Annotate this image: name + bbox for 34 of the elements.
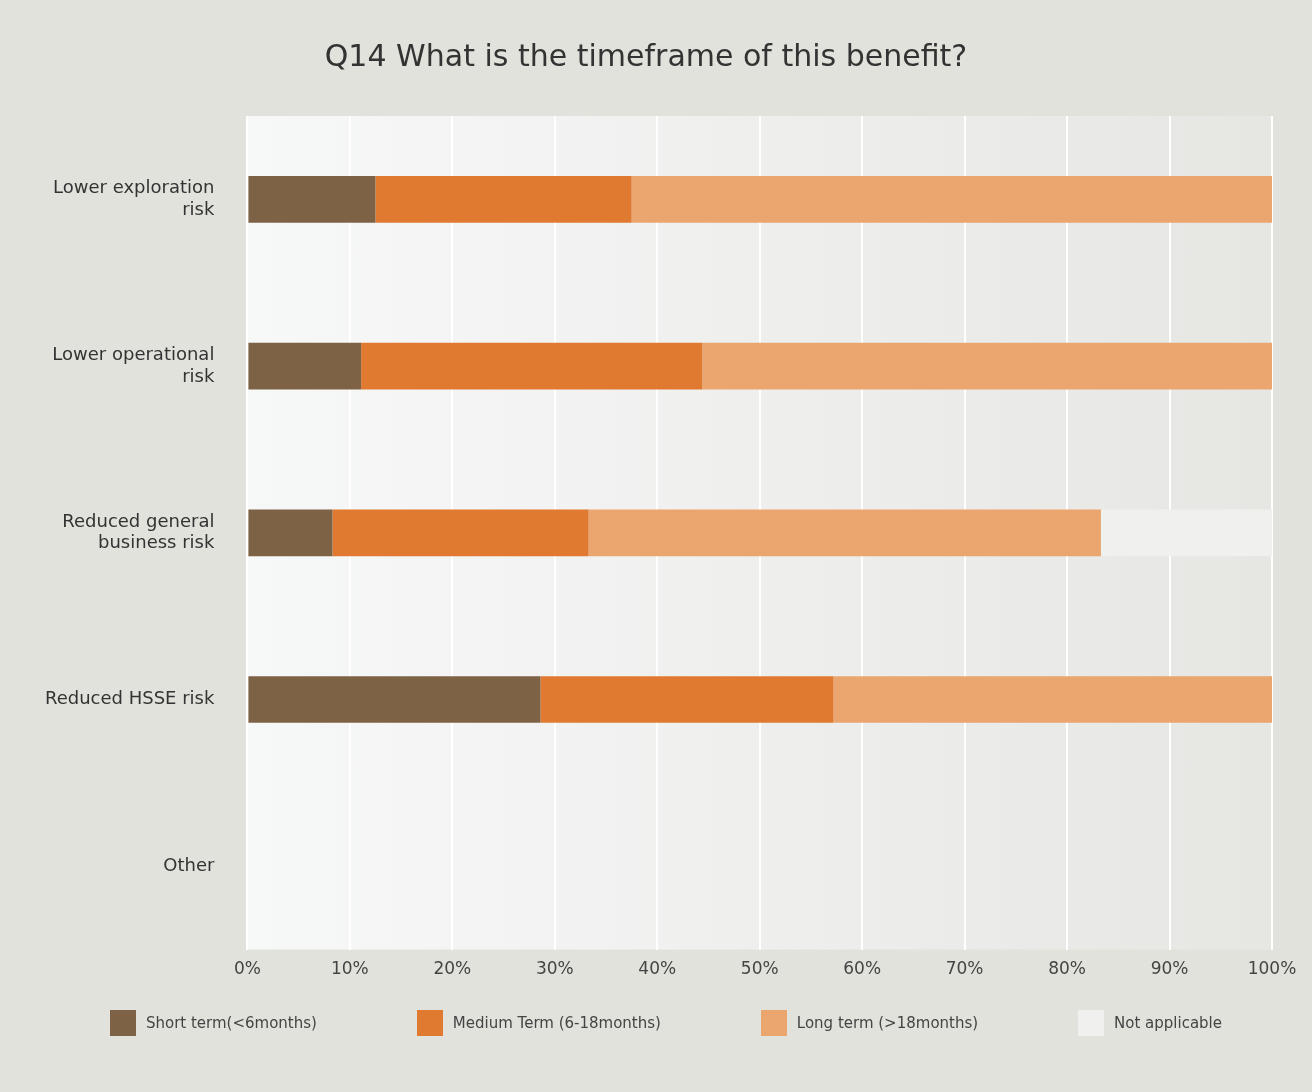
bar [248,676,541,723]
bar [1100,509,1272,557]
legend-label: Not applicable [1114,1014,1223,1032]
bar [833,676,1272,723]
x-tick-label: 40% [638,958,677,979]
y-tick-label: Other [163,853,216,875]
x-tick-label: 70% [945,958,984,979]
chart-title: Q14 What is the timeframe of this benefit? [324,37,968,73]
bar [248,176,376,223]
legend-label: Medium Term (6-18months) [452,1014,661,1032]
x-tick-label: 90% [1150,958,1189,979]
x-tick-label: 60% [843,958,882,979]
x-tick-label: 0% [233,958,261,979]
bar [248,342,362,390]
y-tick-label: Lower operational risk [52,342,215,386]
y-tick-label: Lower exploration risk [53,176,215,219]
x-tick-label: 50% [740,958,779,979]
x-tick-label: 20% [433,958,472,979]
bar [702,342,1272,390]
x-tick-label: 30% [535,958,574,979]
legend-label: Short term(<6months) [145,1014,317,1032]
bar [631,176,1272,223]
x-tick-label: 10% [330,958,369,979]
bar [588,509,1101,557]
bar [248,509,333,557]
x-tick-label: 100% [1247,958,1297,979]
legend-label: Long term (>18months) [796,1014,979,1032]
y-tick-label: Reduced general business risk [62,509,215,553]
x-tick-label: 80% [1048,958,1086,979]
bar [540,676,834,723]
bar [375,176,632,223]
bar [361,342,703,390]
y-tick-label: Reduced HSSE risk [44,687,215,709]
bar [332,509,589,557]
